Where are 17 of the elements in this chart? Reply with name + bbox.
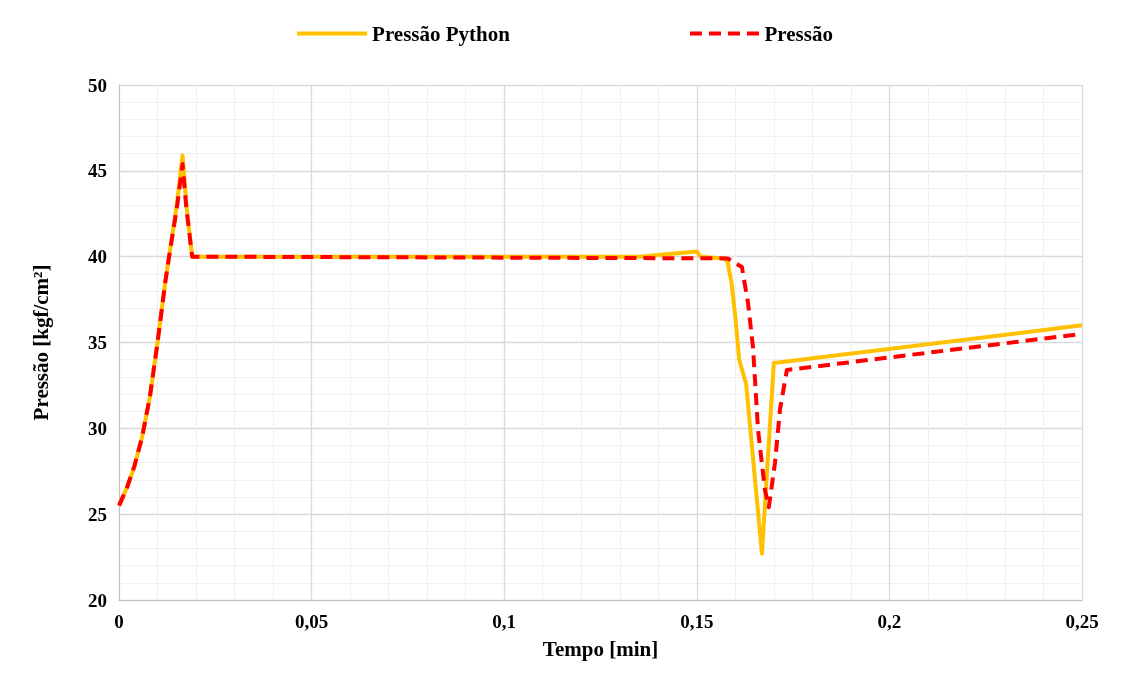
x-tick-label: 0 xyxy=(114,611,124,632)
y-tick-label: 30 xyxy=(88,417,107,439)
y-tick-label: 35 xyxy=(88,332,107,353)
x-axis-title: Tempo [min] xyxy=(542,636,659,661)
x-tick-label: 0,05 xyxy=(294,611,329,632)
x-tick-label: 0,15 xyxy=(680,611,714,632)
y-axis-title: Pressão [kgf/cm²] xyxy=(28,264,53,421)
x-tick-label: 0,25 xyxy=(1065,611,1099,632)
y-tick-label: 45 xyxy=(88,160,107,182)
y-tick-label: 40 xyxy=(88,246,107,268)
y-tick-label: 50 xyxy=(88,74,107,96)
x-tick-label: 0,2 xyxy=(877,611,902,632)
legend-label: Pressão Python xyxy=(372,21,511,46)
x-tick-label: 0,1 xyxy=(492,611,517,632)
y-tick-label: 25 xyxy=(88,503,107,525)
y-tick-label: 20 xyxy=(88,589,107,611)
legend-label: Pressão xyxy=(764,21,833,46)
